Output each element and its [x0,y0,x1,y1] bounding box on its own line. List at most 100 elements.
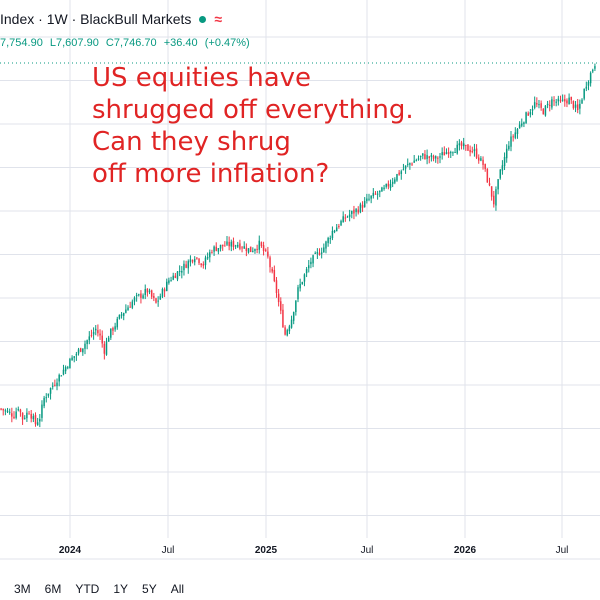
candle-body [320,252,323,254]
candle-body [4,410,7,412]
candle-body [178,270,181,272]
candle-body [101,335,103,344]
candle-body [21,412,24,420]
candle-body [299,283,301,289]
candle-body [122,313,125,316]
candle-body [409,163,411,165]
range-5y-button[interactable]: 5Y [142,582,157,596]
candle-body [434,156,437,159]
candle-body [71,357,73,361]
candle-body [368,198,370,200]
candle-body [75,353,78,356]
candle-body [561,99,564,101]
candle-body [69,358,71,369]
candle-body [581,99,583,104]
annotation-line-3: Can they shrug [92,127,291,157]
candle-body [157,300,159,302]
candle-body [181,270,183,273]
candle-body [381,187,383,192]
candle-body [49,388,52,394]
candle-body [8,411,11,413]
candle-body [133,297,136,302]
candle-body [118,314,121,319]
candle-body [521,123,523,126]
candle-body [316,252,319,254]
symbol-title[interactable]: Index · 1W · BlackBull Markets [0,11,192,27]
candle-body [568,97,570,105]
candle-body [148,290,151,293]
range-all-button[interactable]: All [170,582,185,596]
candle-body [501,165,504,171]
candle-body [62,369,65,375]
candle-body [187,261,190,269]
candle-body [110,328,112,338]
candle-body [284,327,286,335]
candle-body [17,409,20,411]
candle-body [54,384,56,386]
candle-body [92,331,95,335]
candle-body [219,244,222,249]
candle-body [97,330,99,334]
candle-body [505,148,508,159]
candle-body [260,242,263,246]
candle-body [308,265,310,269]
candle-body [391,181,394,184]
candle-body [135,295,138,297]
candle-body [292,312,295,321]
candle-body [419,155,422,158]
candle-body [11,413,13,417]
annotation-line-2: shrugged off everything. [92,95,414,125]
candle-body [204,257,207,266]
x-tick-label: 2024 [59,545,82,556]
candle-body [499,169,502,179]
candle-body [84,343,86,349]
candle-body [486,168,489,183]
candle-body [230,241,233,247]
candle-body [239,243,241,249]
wave-icon[interactable]: ≈ [214,11,223,27]
range-3m-button[interactable]: 3M [14,582,31,596]
candle-body [531,108,534,111]
candle-body [312,255,314,264]
candle-body [189,259,192,263]
candle-body [79,348,82,352]
candle-body [286,330,288,336]
range-6m-button[interactable]: 6M [44,582,62,596]
candle-body [288,326,291,332]
candle-body [228,241,230,247]
candle-body [454,152,456,154]
candle-body [437,157,439,159]
candle-body [570,96,573,101]
candle-body [209,252,211,258]
candle-body [338,226,340,228]
candle-body [58,374,60,382]
candle-body [424,154,426,160]
candle-body [327,238,329,244]
candle-body [355,209,357,213]
candle-body [277,293,280,303]
range-ytd-button[interactable]: YTD [75,582,100,596]
candle-body [282,309,284,328]
candle-body [120,314,123,316]
candle-body [295,300,297,313]
candle-body [245,247,248,252]
candle-body [351,211,353,214]
candle-body [325,241,327,249]
candle-body [445,152,448,154]
candle-body [252,250,254,252]
candle-body [280,301,282,311]
candle-body [439,156,441,158]
candle-body [142,295,144,299]
candle-body [389,184,392,188]
candle-body [241,247,243,249]
range-1y-button[interactable]: 1Y [113,582,129,596]
candle-body [413,160,415,163]
candle-body [370,195,372,199]
candle-body [176,271,179,280]
candle-body [112,328,114,331]
x-tick-label: Jul [556,545,569,556]
candle-body [183,263,185,271]
candle-body [379,190,381,193]
candle-body [592,69,594,72]
